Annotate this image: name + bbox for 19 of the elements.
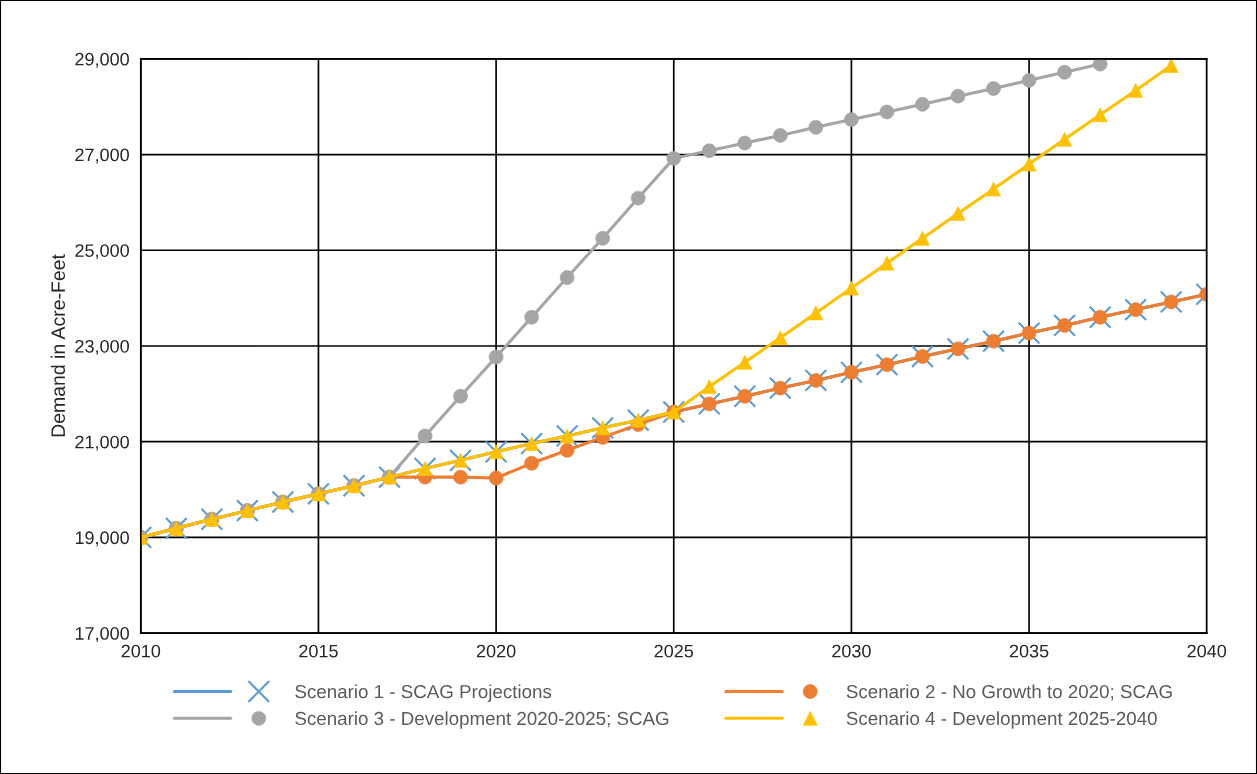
x-tick-label: 2010 [121,644,161,658]
y-tick-label: 17,000 [75,627,129,642]
x-tick-label: 2025 [654,644,694,658]
y-tick-label: 21,000 [75,435,129,451]
y-tick-label: 29,000 [75,52,129,68]
y-axis-title: Demand in Acre-Feet [50,254,66,437]
y-tick-label: 27,000 [75,148,129,164]
legend-label: Scenario 2 - No Growth to 2020; SCAG [846,684,1172,701]
x-tick-label: 2035 [1009,644,1049,658]
x-tick-label: 2040 [1187,644,1227,658]
y-tick-label: 23,000 [75,339,129,355]
x-tick-label: 2020 [476,644,516,658]
y-tick-label: 19,000 [75,531,129,547]
x-tick-label: 2015 [299,644,338,658]
legend-label: Scenario 4 - Development 2025-2040 [846,711,1157,729]
legend-label: Scenario 3 - Development 2020-2025; SCAG [295,711,669,729]
x-tick-label: 2030 [832,644,871,658]
legend-label: Scenario 1 - SCAG Projections [295,684,552,702]
y-tick-label: 25,000 [75,244,129,260]
